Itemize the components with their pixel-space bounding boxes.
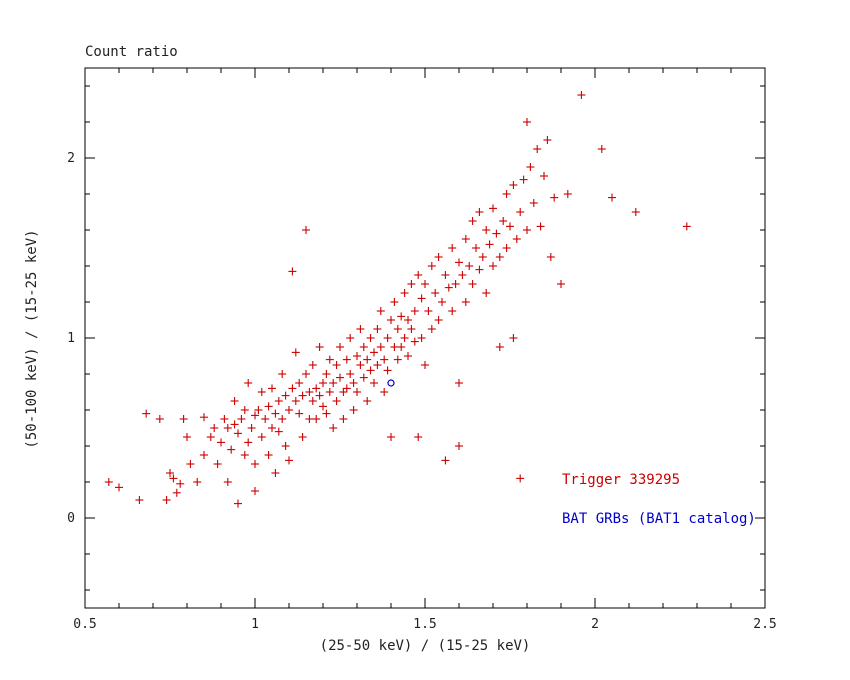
svg-text:0.5: 0.5 [73,617,96,632]
svg-text:2: 2 [591,617,599,632]
svg-text:1: 1 [251,617,259,632]
y-axis-label: (50-100 keV) / (15-25 keV) [24,229,40,449]
legend-trigger-label: Trigger 339295 [562,472,681,488]
svg-text:1.5: 1.5 [413,617,436,632]
svg-text:0: 0 [67,511,75,526]
legend-catalog-label: BAT GRBs (BAT1 catalog) [562,511,756,527]
axis-ticks: 0.5 1 1.5 2 2.5 0 1 2 [67,68,777,632]
svg-text:1: 1 [67,331,75,346]
svg-text:2: 2 [67,151,75,166]
red-plus-markers [104,91,691,508]
x-axis-label: (25-50 keV) / (15-25 keV) [319,638,531,654]
blue-circle-marker [387,379,395,387]
svg-text:2.5: 2.5 [753,617,776,632]
plot-title: Count ratio [85,44,178,60]
